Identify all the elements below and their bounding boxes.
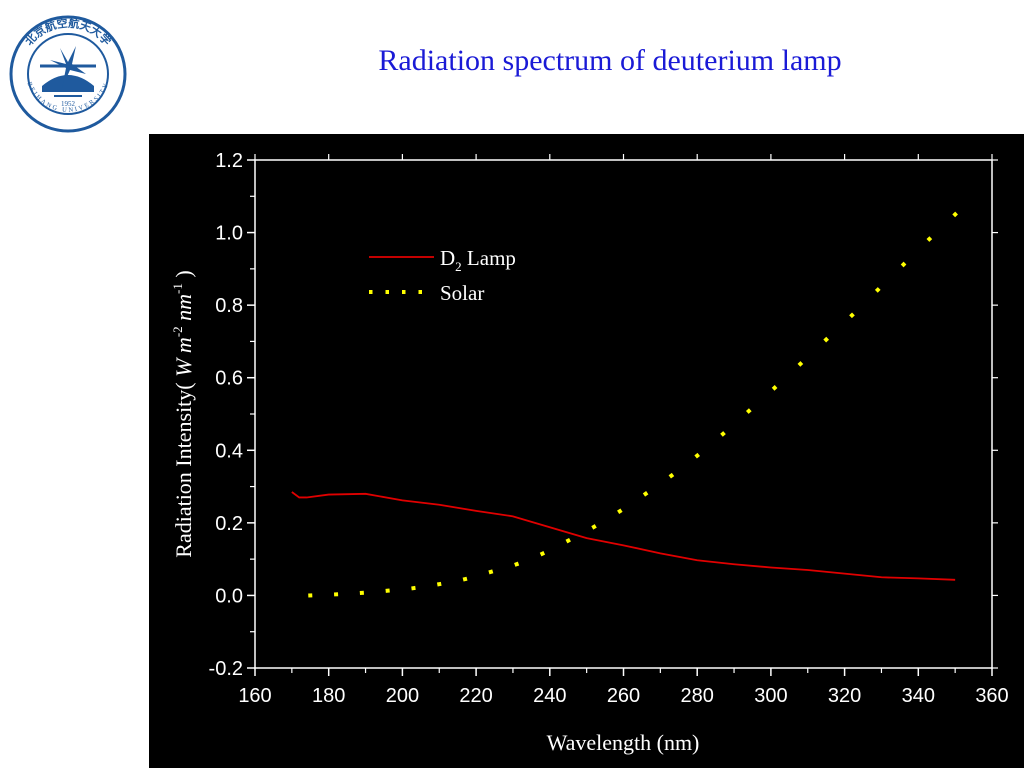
spectrum-chart: 160 180 200 220 240 260 280 300 320 340 360 -0.2 0.0… — [149, 134, 1024, 768]
series-point-solar — [463, 579, 467, 580]
series-point-solar — [411, 588, 415, 589]
axis-ticks: 160 180 200 220 240 260 280 300 320 340 360 -0.2 0.0… — [209, 150, 1009, 707]
x-tick-label: 240 — [533, 685, 566, 707]
y-tick-label: 0.4 — [215, 440, 243, 462]
x-tick-label: 160 — [238, 685, 271, 707]
series-point-solar — [954, 213, 957, 216]
series-point-solar — [644, 493, 647, 495]
y-axis-label: Radiation Intensity( W m-2 nm-1 ) — [170, 270, 196, 557]
slide-title: Radiation spectrum of deuterium lamp — [300, 44, 920, 78]
series-point-solar — [902, 263, 905, 266]
series-point-solar — [489, 571, 493, 572]
x-tick-label: 300 — [754, 685, 787, 707]
legend-solar-label: Solar — [440, 281, 484, 305]
series-point-solar — [618, 510, 621, 512]
x-tick-label: 200 — [386, 685, 419, 707]
y-tick-label: 1.0 — [215, 223, 243, 245]
series-layer — [292, 213, 957, 595]
legend-lamp-label: D2 Lamp — [440, 246, 516, 274]
series-point-solar — [670, 474, 673, 476]
series-point-solar — [747, 410, 750, 413]
series-point-solar — [799, 363, 802, 366]
x-axis-label: Wavelength (nm) — [547, 730, 700, 755]
y-tick-label: 0.6 — [215, 368, 243, 390]
x-tick-label: 340 — [902, 685, 935, 707]
series-point-solar — [876, 288, 879, 291]
series-point-solar — [515, 564, 519, 565]
series-point-solar — [851, 314, 854, 317]
x-tick-label: 360 — [975, 685, 1008, 707]
plot-frame — [255, 160, 992, 668]
series-point-solar — [928, 238, 931, 241]
y-tick-label: -0.2 — [209, 658, 243, 680]
series-point-solar — [773, 387, 776, 390]
legend: D2 Lamp Solar — [369, 246, 516, 305]
series-point-solar — [566, 540, 570, 542]
university-logo: 北京航空航天大学 BEIHANG UNIVERSITY 1952 — [2, 14, 136, 134]
series-point-solar — [721, 433, 724, 436]
logo-year: 1952 — [61, 100, 76, 108]
x-tick-label: 320 — [828, 685, 861, 707]
series-line-d2-lamp — [292, 492, 955, 580]
chart-panel: 160 180 200 220 240 260 280 300 320 340 360 -0.2 0.0… — [149, 134, 1024, 768]
series-point-solar — [437, 584, 441, 585]
y-tick-label: 0.8 — [215, 295, 243, 317]
x-tick-label: 280 — [681, 685, 714, 707]
series-point-solar — [825, 338, 828, 341]
x-tick-label: 220 — [459, 685, 492, 707]
y-tick-label: 1.2 — [215, 150, 243, 172]
y-tick-label: 0.2 — [215, 513, 243, 535]
series-point-solar — [541, 553, 545, 555]
x-tick-label: 180 — [312, 685, 345, 707]
x-tick-label: 260 — [607, 685, 640, 707]
series-point-solar — [696, 454, 699, 457]
series-point-solar — [592, 526, 595, 528]
y-tick-label: 0.0 — [215, 585, 243, 607]
